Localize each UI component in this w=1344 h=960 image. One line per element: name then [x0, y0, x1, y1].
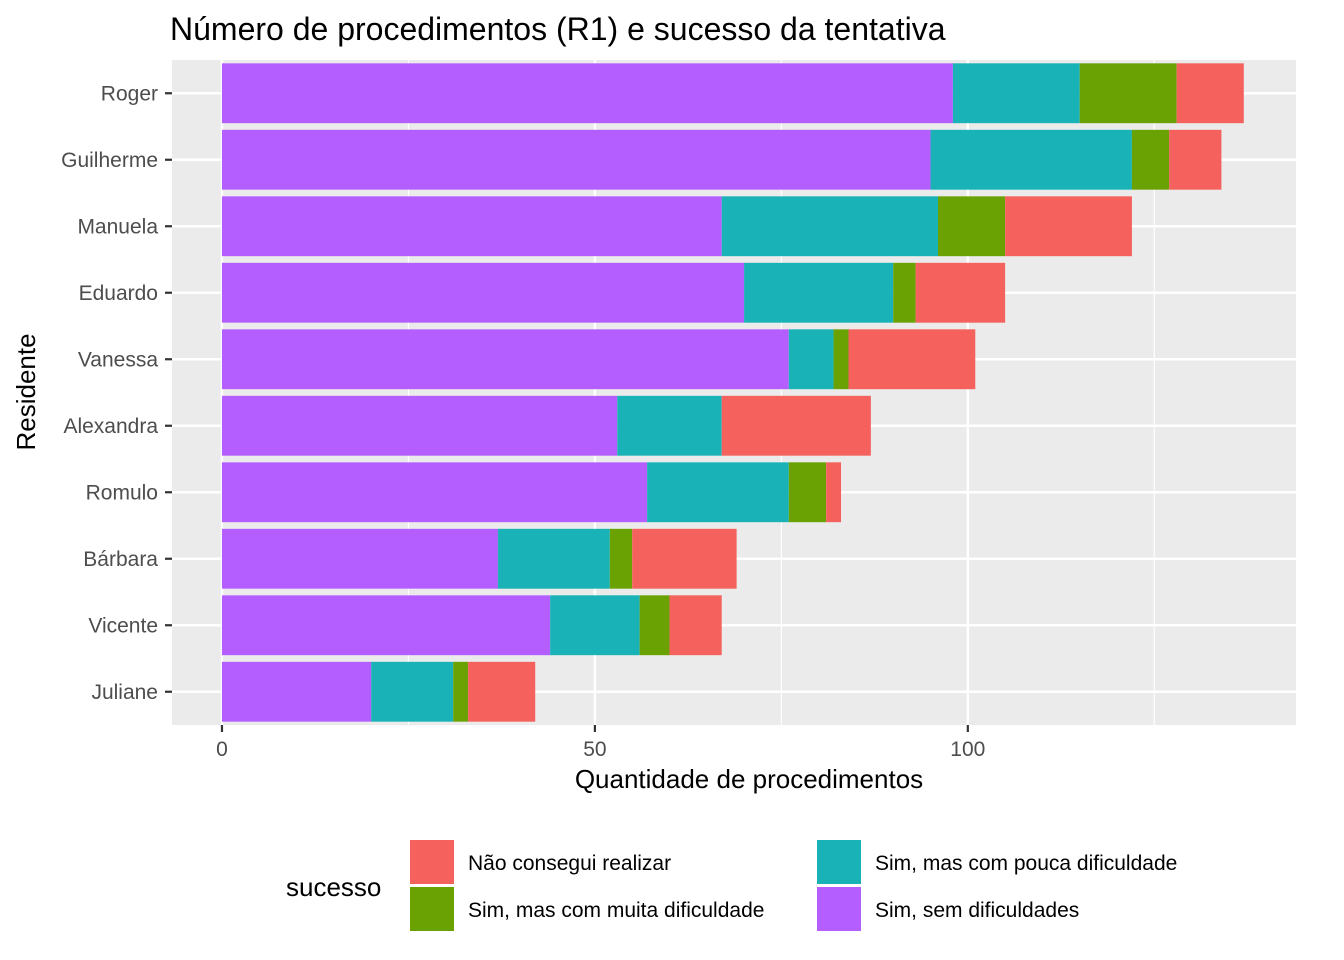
- bar-segment: [647, 462, 789, 523]
- y-tick-label: Alexandra: [63, 415, 158, 438]
- legend-title: sucesso: [286, 872, 381, 902]
- y-tick-label: Guilherme: [61, 149, 158, 172]
- bar-segment: [1005, 196, 1132, 257]
- bar-segment: [221, 329, 789, 390]
- y-axis-title: Residente: [11, 333, 41, 450]
- legend-key: [817, 840, 861, 884]
- y-axis: Roger Guilherme Manuela Eduardo Vanessa Alexa…: [61, 82, 172, 704]
- x-tick-label: 100: [950, 738, 985, 761]
- bar-segment: [617, 395, 722, 456]
- legend-label: Não consegui realizar: [468, 852, 671, 875]
- bar-segment: [1176, 63, 1244, 124]
- bar-segment: [669, 595, 722, 656]
- bar-segment: [221, 395, 618, 456]
- bar-segment: [826, 462, 842, 523]
- bar-segment: [893, 262, 916, 323]
- bar-segment: [930, 129, 1132, 190]
- x-tick-label: 0: [216, 738, 228, 761]
- legend-label: Sim, mas com pouca dificuldade: [875, 852, 1177, 875]
- bar-segment: [497, 528, 610, 589]
- legend-key: [817, 887, 861, 931]
- y-tick-label: Vanessa: [78, 348, 158, 371]
- bar-segment: [744, 262, 894, 323]
- bar-segment: [221, 528, 498, 589]
- y-tick-label: Juliane: [91, 681, 158, 704]
- bar-segment: [1169, 129, 1222, 190]
- bar-segment: [453, 661, 469, 722]
- x-axis: 0 50 100: [216, 725, 985, 761]
- bar-segment: [221, 262, 745, 323]
- legend-key: [410, 887, 454, 931]
- bar-segment: [915, 262, 1006, 323]
- bar-segment: [721, 395, 871, 456]
- x-tick-label: 50: [583, 738, 606, 761]
- bar-segment: [609, 528, 633, 589]
- bar-segment: [788, 329, 834, 390]
- bar-segment: [221, 63, 953, 124]
- bar-segment: [468, 661, 536, 722]
- bar-segment: [221, 462, 648, 523]
- legend-label: Sim, mas com muita dificuldade: [468, 899, 764, 922]
- y-tick-label: Manuela: [77, 215, 158, 238]
- y-tick-label: Eduardo: [79, 282, 158, 305]
- x-axis-title: Quantidade de procedimentos: [575, 764, 923, 794]
- bar-segment: [632, 528, 737, 589]
- y-tick-label: Vicente: [88, 614, 158, 637]
- bar-segment: [833, 329, 849, 390]
- bar-segment: [952, 63, 1080, 124]
- bar-segment: [788, 462, 827, 523]
- bar-segment: [1131, 129, 1170, 190]
- bars: [221, 63, 1244, 722]
- bar-segment: [221, 196, 722, 257]
- legend-key: [410, 840, 454, 884]
- bar-segment: [639, 595, 670, 656]
- legend: sucesso Não consegui realizar Sim, mas co…: [286, 840, 1177, 931]
- bar-segment: [848, 329, 976, 390]
- chart-title: Número de procedimentos (R1) e sucesso d…: [170, 11, 946, 47]
- bar-segment: [1079, 63, 1177, 124]
- y-tick-label: Romulo: [86, 481, 158, 504]
- bar-segment: [721, 196, 938, 257]
- bar-segment: [937, 196, 1006, 257]
- bar-segment: [550, 595, 640, 656]
- bar-segment: [221, 129, 931, 190]
- legend-label: Sim, sem dificuldades: [875, 899, 1079, 922]
- bar-segment: [221, 595, 551, 656]
- bar-segment: [371, 661, 454, 722]
- y-tick-label: Roger: [101, 82, 158, 105]
- bar-segment: [221, 661, 372, 722]
- y-tick-label: Bárbara: [83, 548, 158, 571]
